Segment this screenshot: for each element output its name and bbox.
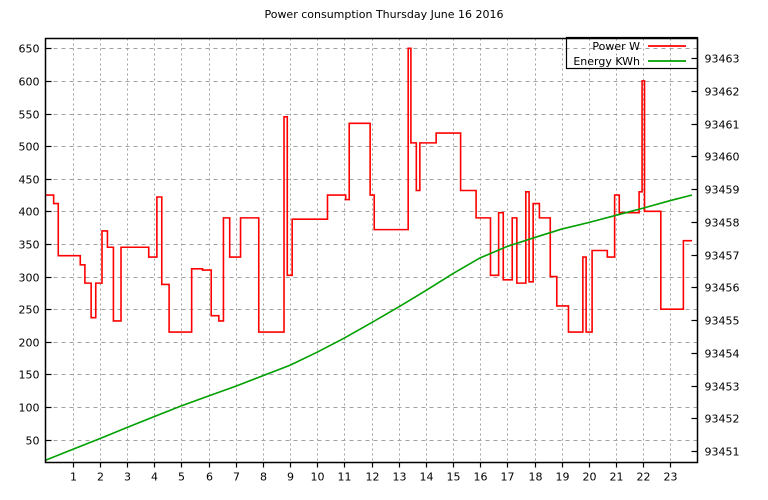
data-series-layer <box>45 47 693 461</box>
y-axis-right-ticks: 93451 93452 93453 93454 93455 93456 93457 93458… <box>691 53 740 459</box>
y-axis-right-tick-label: 93454 <box>705 348 740 361</box>
y-axis-left-tick-label: 100 <box>19 402 40 415</box>
y-axis-left-tick-label: 600 <box>19 76 40 89</box>
x-axis-tick-label: 22 <box>637 471 651 484</box>
x-axis-tick-label: 8 <box>260 471 267 484</box>
x-axis-tick-label: 14 <box>420 471 434 484</box>
x-axis-tick-label: 6 <box>206 471 213 484</box>
y-axis-right-tick-label: 93456 <box>705 282 740 295</box>
y-axis-right-tick-label: 93462 <box>705 86 740 99</box>
x-axis-tick-label: 5 <box>178 471 185 484</box>
x-axis-tick-label: 19 <box>556 471 570 484</box>
y-axis-right-tick-label: 93459 <box>705 184 740 197</box>
plot-frame <box>44 37 699 464</box>
y-axis-left-tick-label: 550 <box>19 109 40 122</box>
y-axis-left-tick-label: 250 <box>19 304 40 317</box>
x-axis-tick-label: 23 <box>664 471 678 484</box>
series-line-power-w <box>45 47 693 333</box>
x-axis-tick-label: 16 <box>474 471 488 484</box>
y-axis-right-tick-label: 93463 <box>705 53 740 66</box>
y-axis-right-tick-label: 93453 <box>705 381 740 394</box>
x-axis-tick-label: 15 <box>447 471 461 484</box>
y-axis-right-tick-label: 93458 <box>705 217 740 230</box>
y-axis-left-tick-label: 450 <box>19 174 40 187</box>
x-axis-ticks: 1 2 3 4 5 6 7 8 9 10 11 12 13 14 15 16 17 18 19 20 21 22 23 <box>70 462 678 484</box>
x-axis-tick-label: 3 <box>124 471 131 484</box>
series-line-energy-kwh <box>45 194 693 461</box>
y-axis-right-tick-label: 93455 <box>705 315 740 328</box>
x-axis-tick-label: 1 <box>70 471 77 484</box>
legend-label-energy-kwh: Energy KWh <box>573 55 640 68</box>
x-axis-tick-label: 13 <box>393 471 407 484</box>
y-axis-right-tick-label: 93452 <box>705 413 740 426</box>
y-axis-left-tick-label: 200 <box>19 337 40 350</box>
y-axis-left-tick-label: 400 <box>19 206 40 219</box>
x-axis-tick-label: 12 <box>366 471 380 484</box>
y-axis-right-tick-label: 93460 <box>705 151 740 164</box>
x-axis-tick-label: 7 <box>233 471 240 484</box>
y-axis-left-ticks: 50 100 150 200 250 300 350 400 450 500 550 600 650 <box>19 43 52 448</box>
legend-label-power-w: Power W <box>592 40 640 53</box>
y-axis-right-tick-label: 93451 <box>705 446 740 459</box>
x-axis-tick-label: 4 <box>151 471 158 484</box>
y-axis-left-tick-label: 350 <box>19 239 40 252</box>
y-axis-right-tick-label: 93461 <box>705 119 740 132</box>
y-axis-left-tick-label: 300 <box>19 272 40 285</box>
x-axis-tick-label: 2 <box>97 471 104 484</box>
x-axis-tick-label: 21 <box>610 471 624 484</box>
grid-lines <box>45 38 698 463</box>
legend-border <box>565 36 699 70</box>
x-axis-tick-label: 18 <box>529 471 543 484</box>
chart-title: Power consumption Thursday June 16 2016 <box>264 8 504 21</box>
x-axis-tick-label: 9 <box>287 471 294 484</box>
y-axis-left-tick-label: 50 <box>26 435 40 448</box>
plot-border <box>44 37 699 464</box>
chart-legend: Power W Energy KWh <box>565 36 699 70</box>
y-axis-left-tick-label: 150 <box>19 369 40 382</box>
y-axis-left-tick-label: 650 <box>19 43 40 56</box>
x-axis-tick-label: 11 <box>338 471 352 484</box>
y-axis-left-tick-label: 500 <box>19 141 40 154</box>
x-axis-tick-label: 20 <box>583 471 597 484</box>
y-axis-right-tick-label: 93457 <box>705 250 740 263</box>
x-axis-tick-label: 10 <box>311 471 325 484</box>
x-axis-tick-label: 17 <box>501 471 515 484</box>
